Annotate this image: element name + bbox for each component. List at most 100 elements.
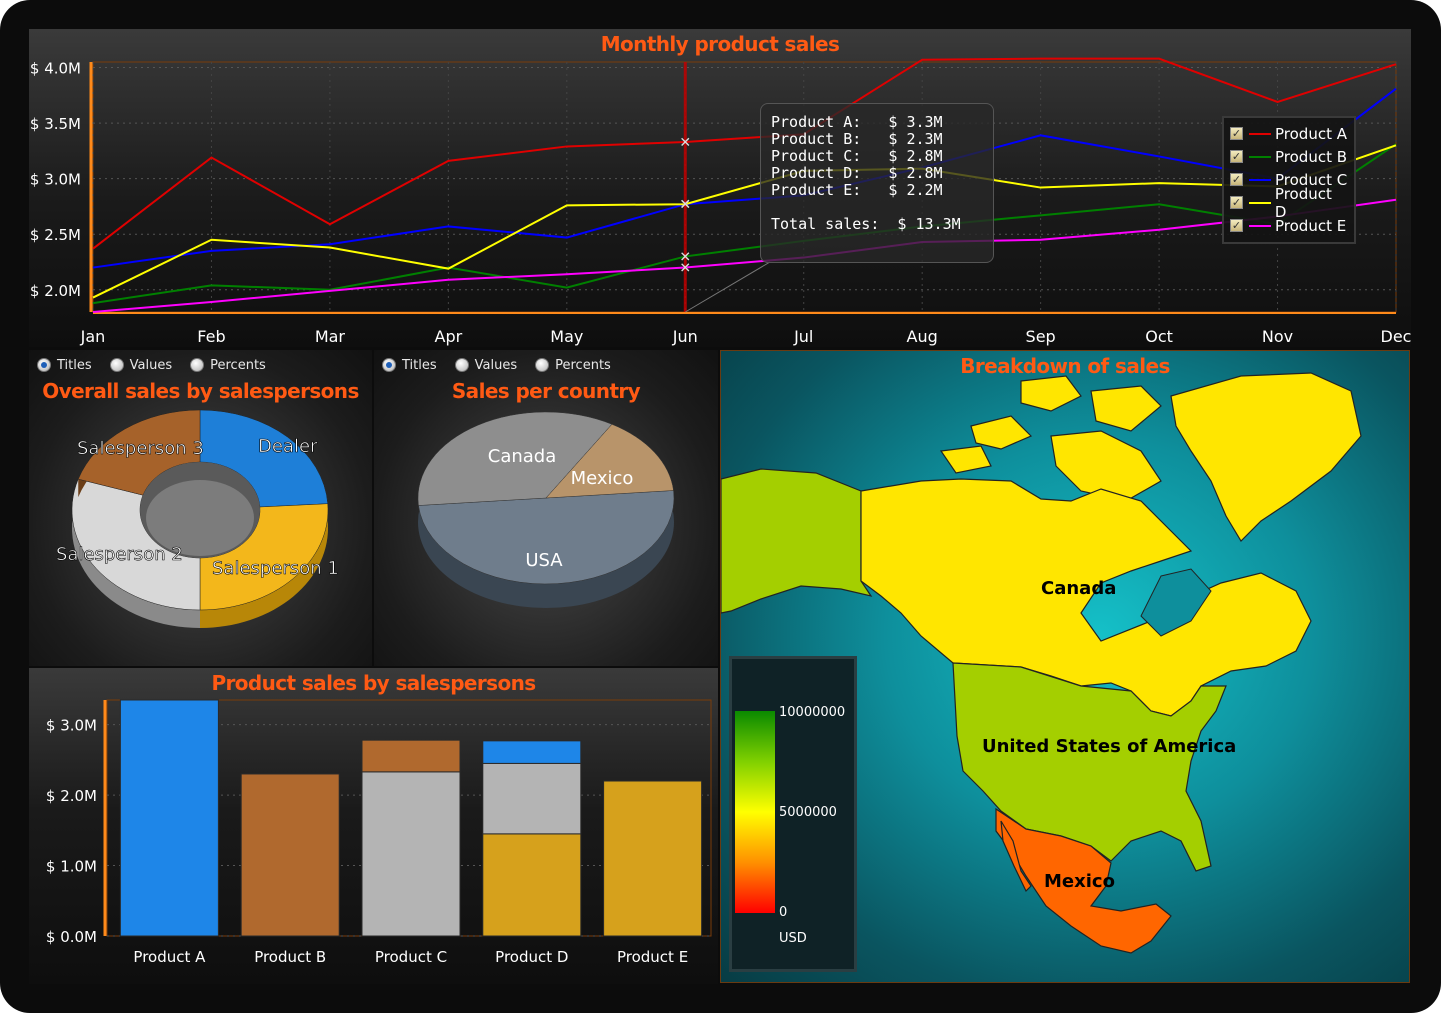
arctic-island: [1050, 430, 1162, 502]
series-line-product-b: [92, 143, 1397, 305]
country-label-mexico: Mexico: [1044, 871, 1115, 892]
donut-label: Salesperson 2: [56, 544, 183, 565]
pie-slice-mexico: [545, 423, 674, 499]
radio-titles[interactable]: Titles: [382, 356, 437, 374]
legend-item-product-a[interactable]: ✓ Product A: [1230, 122, 1348, 145]
y-tick-label: $ 3.0M: [46, 717, 97, 735]
checkbox-icon[interactable]: ✓: [1230, 127, 1243, 140]
x-tick-label: Nov: [1262, 327, 1293, 346]
pie-label: Canada: [488, 446, 557, 467]
legend-item-product-d[interactable]: ✓ Product D: [1230, 185, 1348, 221]
x-tick-label: Jan: [80, 327, 106, 346]
tooltip: Product A: $ 3.3M Product B: $ 2.3M Produc…: [760, 103, 994, 263]
x-tick-label: Aug: [907, 327, 938, 346]
radio-icon[interactable]: [190, 358, 205, 372]
radio-checked-icon[interactable]: [382, 358, 396, 372]
radio-titles[interactable]: Titles: [37, 356, 92, 374]
donut-slice-dealer: [199, 409, 329, 508]
series-line-product-a: [92, 57, 1397, 250]
scale-unit: USD: [779, 931, 807, 946]
x-tick-label: Product D: [495, 948, 568, 966]
alaska-shape: [721, 468, 873, 614]
bar-segment-salesperson-1: [482, 833, 582, 937]
cursor-marker: ✕: [679, 249, 691, 265]
line-chart-panel: Monthly product sales: [29, 29, 1411, 347]
legend-swatch: [1249, 178, 1271, 181]
bar-chart: $ 0.0M $ 1.0M $ 2.0M $ 3.0M Product A Product…: [46, 699, 712, 966]
tooltip-line-a: Product A: $ 3.3M: [771, 113, 943, 131]
radio-percents[interactable]: Percents: [535, 356, 611, 374]
radio-icon[interactable]: [535, 358, 550, 372]
radio-label: Percents: [555, 357, 611, 373]
bar-segment-salesperson-2: [361, 771, 461, 937]
radio-icon[interactable]: [454, 358, 469, 372]
bar-panel: Product sales by salespersons $ 0.0M $ 1.…: [29, 668, 718, 984]
tooltip-line-b: Product B: $ 2.3M: [771, 130, 943, 148]
tooltip-line-e: Product E: $ 2.2M: [771, 181, 943, 199]
tooltip-line-d: Product D: $ 2.8M: [771, 164, 943, 182]
donut-slice-side: [71, 479, 200, 628]
bar-segment-dealer: [119, 699, 219, 937]
line-chart: $ 2.0M $ 2.5M $ 3.0M $ 3.5M $ 4.0M Jan Feb Mar A…: [30, 57, 1412, 346]
bar-title: Product sales by salespersons: [211, 671, 536, 695]
radio-values[interactable]: Values: [109, 356, 173, 374]
cursor-marker: ✕: [679, 197, 691, 213]
legend-item-product-b[interactable]: ✓ Product B: [1230, 145, 1348, 168]
tooltip-line-c: Product C: $ 2.8M: [771, 147, 943, 165]
hudson-bay: [1140, 568, 1212, 637]
radio-values[interactable]: Values: [454, 356, 518, 374]
legend-item-product-e[interactable]: ✓ Product E: [1230, 214, 1348, 237]
line-chart-legend: ✓ Product A ✓ Product B ✓ Product C ✓ Produc…: [1222, 116, 1356, 244]
y-tick-label: $ 0.0M: [46, 928, 97, 946]
x-tick-label: Oct: [1145, 327, 1173, 346]
x-tick-label: May: [550, 327, 583, 346]
color-scale-legend: 10000000 5000000 0 USD: [729, 656, 857, 972]
radio-icon[interactable]: [109, 358, 124, 372]
arctic-island: [939, 445, 992, 474]
legend-item-product-c[interactable]: ✓ Product C: [1230, 168, 1348, 191]
pie-label: Mexico: [571, 468, 634, 489]
color-scale-bar: [735, 711, 775, 913]
bar-segment-salesperson-3: [361, 739, 461, 773]
radio-checked-icon[interactable]: [37, 358, 51, 372]
cursor-marker: ✕: [679, 197, 691, 213]
series-line-product-e: [92, 198, 1397, 313]
map: [721, 372, 1362, 954]
checkbox-icon[interactable]: ✓: [1230, 173, 1243, 186]
legend-label: Product C: [1275, 170, 1348, 189]
y-tick-label: $ 2.5M: [30, 226, 81, 244]
radio-percents[interactable]: Percents: [190, 356, 266, 374]
radio-label: Percents: [210, 357, 266, 373]
map-title: Breakdown of sales: [960, 354, 1170, 378]
pie-title: Sales per country: [451, 379, 641, 403]
x-tick-label: Feb: [197, 327, 225, 346]
y-tick-label: $ 3.0M: [30, 171, 81, 189]
scale-label-min: 0: [779, 905, 788, 920]
tooltip-pointer: [685, 261, 771, 313]
radio-label: Titles: [402, 357, 437, 373]
checkbox-icon[interactable]: ✓: [1230, 196, 1243, 209]
legend-label: Product E: [1275, 216, 1347, 235]
y-tick-label: $ 2.0M: [30, 282, 81, 300]
legend-label: Product B: [1275, 147, 1348, 166]
pie-slice-usa: [418, 490, 675, 585]
radio-label: Values: [129, 357, 173, 373]
y-tick-label: $ 1.0M: [46, 858, 97, 876]
bar-segment-dealer: [482, 740, 582, 764]
checkbox-icon[interactable]: ✓: [1230, 150, 1243, 163]
x-tick-label: Dec: [1381, 327, 1412, 346]
donut-label: Salesperson 1: [212, 558, 339, 579]
cursor-marker: ✕: [679, 261, 691, 277]
radio-label: Titles: [57, 357, 92, 373]
radio-label: Values: [474, 357, 518, 373]
legend-swatch: [1249, 132, 1271, 135]
bar-segment-salesperson-1: [603, 780, 703, 937]
arctic-island: [1090, 385, 1162, 432]
arctic-island: [970, 415, 1033, 450]
donut-label: Dealer: [258, 436, 318, 457]
pie-chart: USA Canada Mexico: [417, 411, 675, 608]
legend-label: Product A: [1275, 124, 1347, 143]
checkbox-icon[interactable]: ✓: [1230, 219, 1243, 232]
x-tick-label: Sep: [1026, 327, 1056, 346]
line-chart-title: Monthly product sales: [600, 32, 840, 56]
